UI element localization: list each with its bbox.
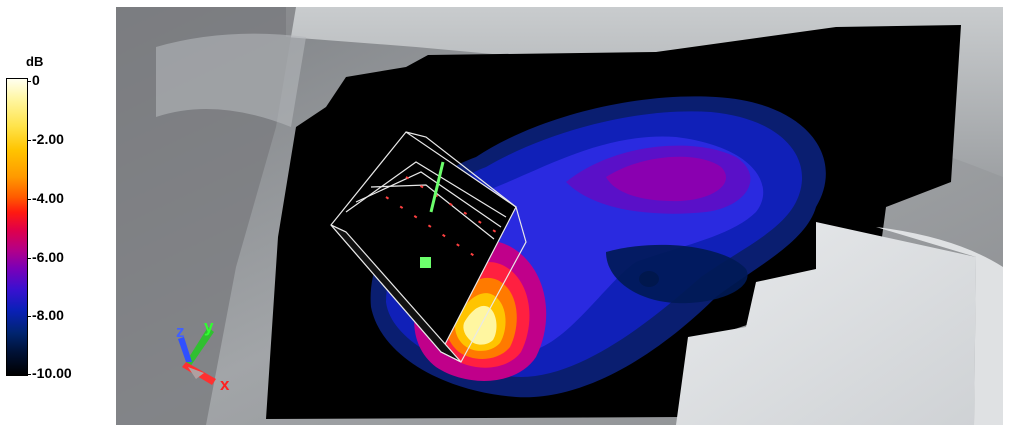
legend-tick-2: -4.00 — [27, 191, 64, 205]
speaker-wireframe — [330, 131, 527, 363]
legend-tick-4: -8.00 — [27, 308, 64, 322]
3d-viewport[interactable]: z y x — [116, 7, 1003, 425]
source-direction — [429, 161, 445, 213]
floor-edge — [876, 227, 1003, 425]
axis-label-y: y — [204, 317, 214, 336]
axis-label-z: z — [176, 322, 185, 341]
color-legend: dB 0 -2.00 -4.00 -6.00 -8.00 -10.00 — [0, 0, 110, 425]
legend-tick-1: -2.00 — [27, 132, 64, 146]
legend-tick-0: 0 — [27, 73, 40, 87]
legend-tick-3: -6.00 — [27, 250, 64, 264]
floor-step-right — [676, 222, 976, 425]
legend-unit-label: dB — [26, 54, 44, 69]
legend-tick-5: -10.00 — [27, 366, 72, 380]
room-panel — [156, 33, 306, 127]
source-marker[interactable] — [420, 257, 431, 268]
axis-triad — [178, 327, 216, 385]
axis-label-x: x — [220, 375, 230, 394]
legend-colorbar — [6, 78, 28, 376]
scene-canvas[interactable]: z y x — [116, 7, 1003, 425]
